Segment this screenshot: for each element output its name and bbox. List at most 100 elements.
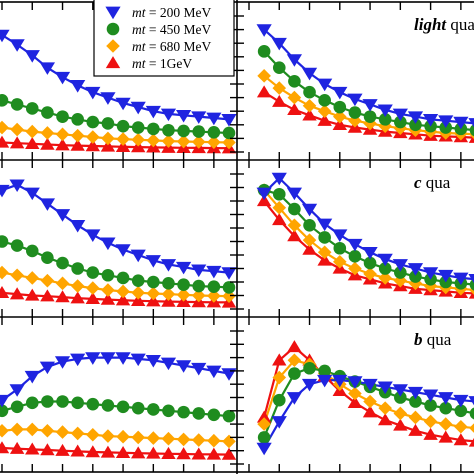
data-point-mt680-panel-3 [378,271,392,285]
series-line-mt680-panel-4 [1,428,230,443]
data-point-mt200-panel-3 [317,218,333,232]
series-line-mt1000-panel-0 [1,141,230,150]
data-point-mt200-panel-4 [160,357,177,371]
data-point-mt450-panel-2 [131,274,145,287]
data-point-mt200-panel-1 [317,78,333,92]
data-point-mt200-panel-5 [256,442,272,456]
data-point-mt450-panel-0 [222,126,236,140]
data-point-mt200-panel-1 [301,67,318,81]
data-point-mt450-panel-4 [25,396,39,410]
data-point-mt680-panel-0 [176,134,191,149]
data-point-mt680-panel-5 [408,410,423,425]
data-point-mt450-panel-1 [378,113,392,126]
data-point-mt680-panel-3 [302,233,317,247]
series-line-mt200-panel-4 [1,356,230,402]
data-point-mt680-panel-2 [146,286,161,301]
data-point-mt680-panel-1 [317,104,332,118]
legend-label-mt1000: mt = 1GeV [132,56,192,71]
data-point-mt200-panel-1 [438,115,454,128]
data-point-mt200-panel-5 [301,378,318,392]
data-point-mt200-panel-0 [85,86,101,100]
data-point-mt680-panel-4 [131,430,145,445]
data-point-mt1000-panel-5 [378,413,393,426]
series-line-mt450-panel-4 [1,400,230,418]
data-point-mt450-panel-2 [177,278,190,292]
data-point-mt450-panel-2 [10,239,24,252]
series-line-mt1000-panel-4 [1,446,230,456]
data-point-mt680-panel-4 [176,432,191,447]
data-point-mt680-panel-3 [363,267,377,281]
data-point-mt450-panel-5 [439,401,453,415]
data-point-mt200-panel-4 [145,354,161,368]
series-line-mt200-panel-2 [1,183,230,274]
data-point-mt450-panel-4 [0,404,9,418]
data-point-mt450-panel-4 [116,400,130,414]
data-point-mt1000-panel-2 [100,292,116,305]
data-point-mt450-panel-0 [25,102,39,115]
data-point-mt200-panel-0 [9,39,25,52]
data-point-mt200-panel-1 [468,118,474,128]
data-point-mt1000-panel-2 [131,293,146,306]
data-point-mt450-panel-5 [303,361,316,375]
data-point-mt1000-panel-2 [9,287,25,300]
data-point-mt450-panel-0 [207,125,221,139]
data-point-mt450-panel-2 [25,244,39,258]
data-point-mt450-panel-4 [222,409,236,423]
data-point-mt200-panel-3 [468,273,474,284]
data-point-mt200-panel-1 [347,93,363,107]
data-point-mt1000-panel-4 [115,445,131,459]
data-point-mt1000-panel-2 [85,292,100,305]
data-point-mt450-panel-4 [147,403,160,416]
data-point-mt1000-panel-5 [468,437,474,447]
data-point-mt200-panel-5 [317,374,333,388]
data-point-mt450-panel-1 [348,106,362,119]
data-point-mt450-panel-3 [469,278,474,291]
legend-label-mt450: mt = 450 MeV [132,22,211,37]
data-point-mt1000-panel-5 [453,433,469,446]
data-point-mt680-panel-3 [348,261,362,276]
data-point-mt680-panel-4 [116,429,130,444]
data-point-mt680-panel-0 [131,132,145,147]
data-point-mt680-panel-2 [207,289,221,303]
data-point-mt450-panel-2 [0,235,9,248]
data-point-mt680-panel-5 [363,394,377,409]
data-point-mt450-panel-1 [303,85,316,99]
data-point-mt450-panel-4 [10,400,24,414]
data-point-mt1000-panel-5 [438,430,453,443]
data-point-mt1000-panel-3 [302,242,317,255]
data-point-mt1000-panel-2 [55,290,70,303]
series-line-mt680-panel-2 [1,271,230,298]
data-point-mt450-panel-2 [207,280,221,294]
data-point-mt1000-panel-5 [423,427,438,440]
data-point-mt450-panel-0 [41,106,54,119]
data-point-mt450-panel-0 [177,124,190,138]
data-point-mt200-panel-3 [392,259,408,272]
data-point-mt680-panel-2 [70,279,85,293]
data-point-mt450-panel-2 [147,275,160,289]
data-point-mt200-panel-4 [9,384,25,397]
data-point-mt680-panel-0 [40,126,55,140]
panel-label-3: c qua [414,173,451,192]
data-point-mt1000-panel-5 [393,418,408,431]
data-point-mt680-panel-2 [0,265,9,280]
data-point-mt680-panel-2 [116,284,130,299]
data-point-mt680-panel-2 [55,276,70,291]
data-point-mt450-panel-2 [222,281,236,294]
data-point-mt1000-panel-4 [40,443,55,456]
data-point-mt680-panel-2 [25,271,40,285]
data-point-mt450-panel-4 [101,399,115,412]
data-point-mt200-panel-2 [115,244,131,257]
data-point-mt450-panel-0 [56,110,69,123]
data-point-mt1000-panel-0 [0,135,10,148]
data-point-mt200-panel-4 [221,368,237,381]
legend-label-mt200: mt = 200 MeV [132,5,211,20]
data-point-mt200-panel-0 [221,114,237,127]
data-point-mt1000-panel-1 [317,113,332,126]
data-point-mt680-panel-4 [222,434,236,449]
data-point-mt680-panel-2 [40,273,55,288]
panel-label-rest: qua [446,15,474,34]
data-point-mt200-panel-5 [468,396,474,406]
data-point-mt200-panel-5 [453,394,469,408]
